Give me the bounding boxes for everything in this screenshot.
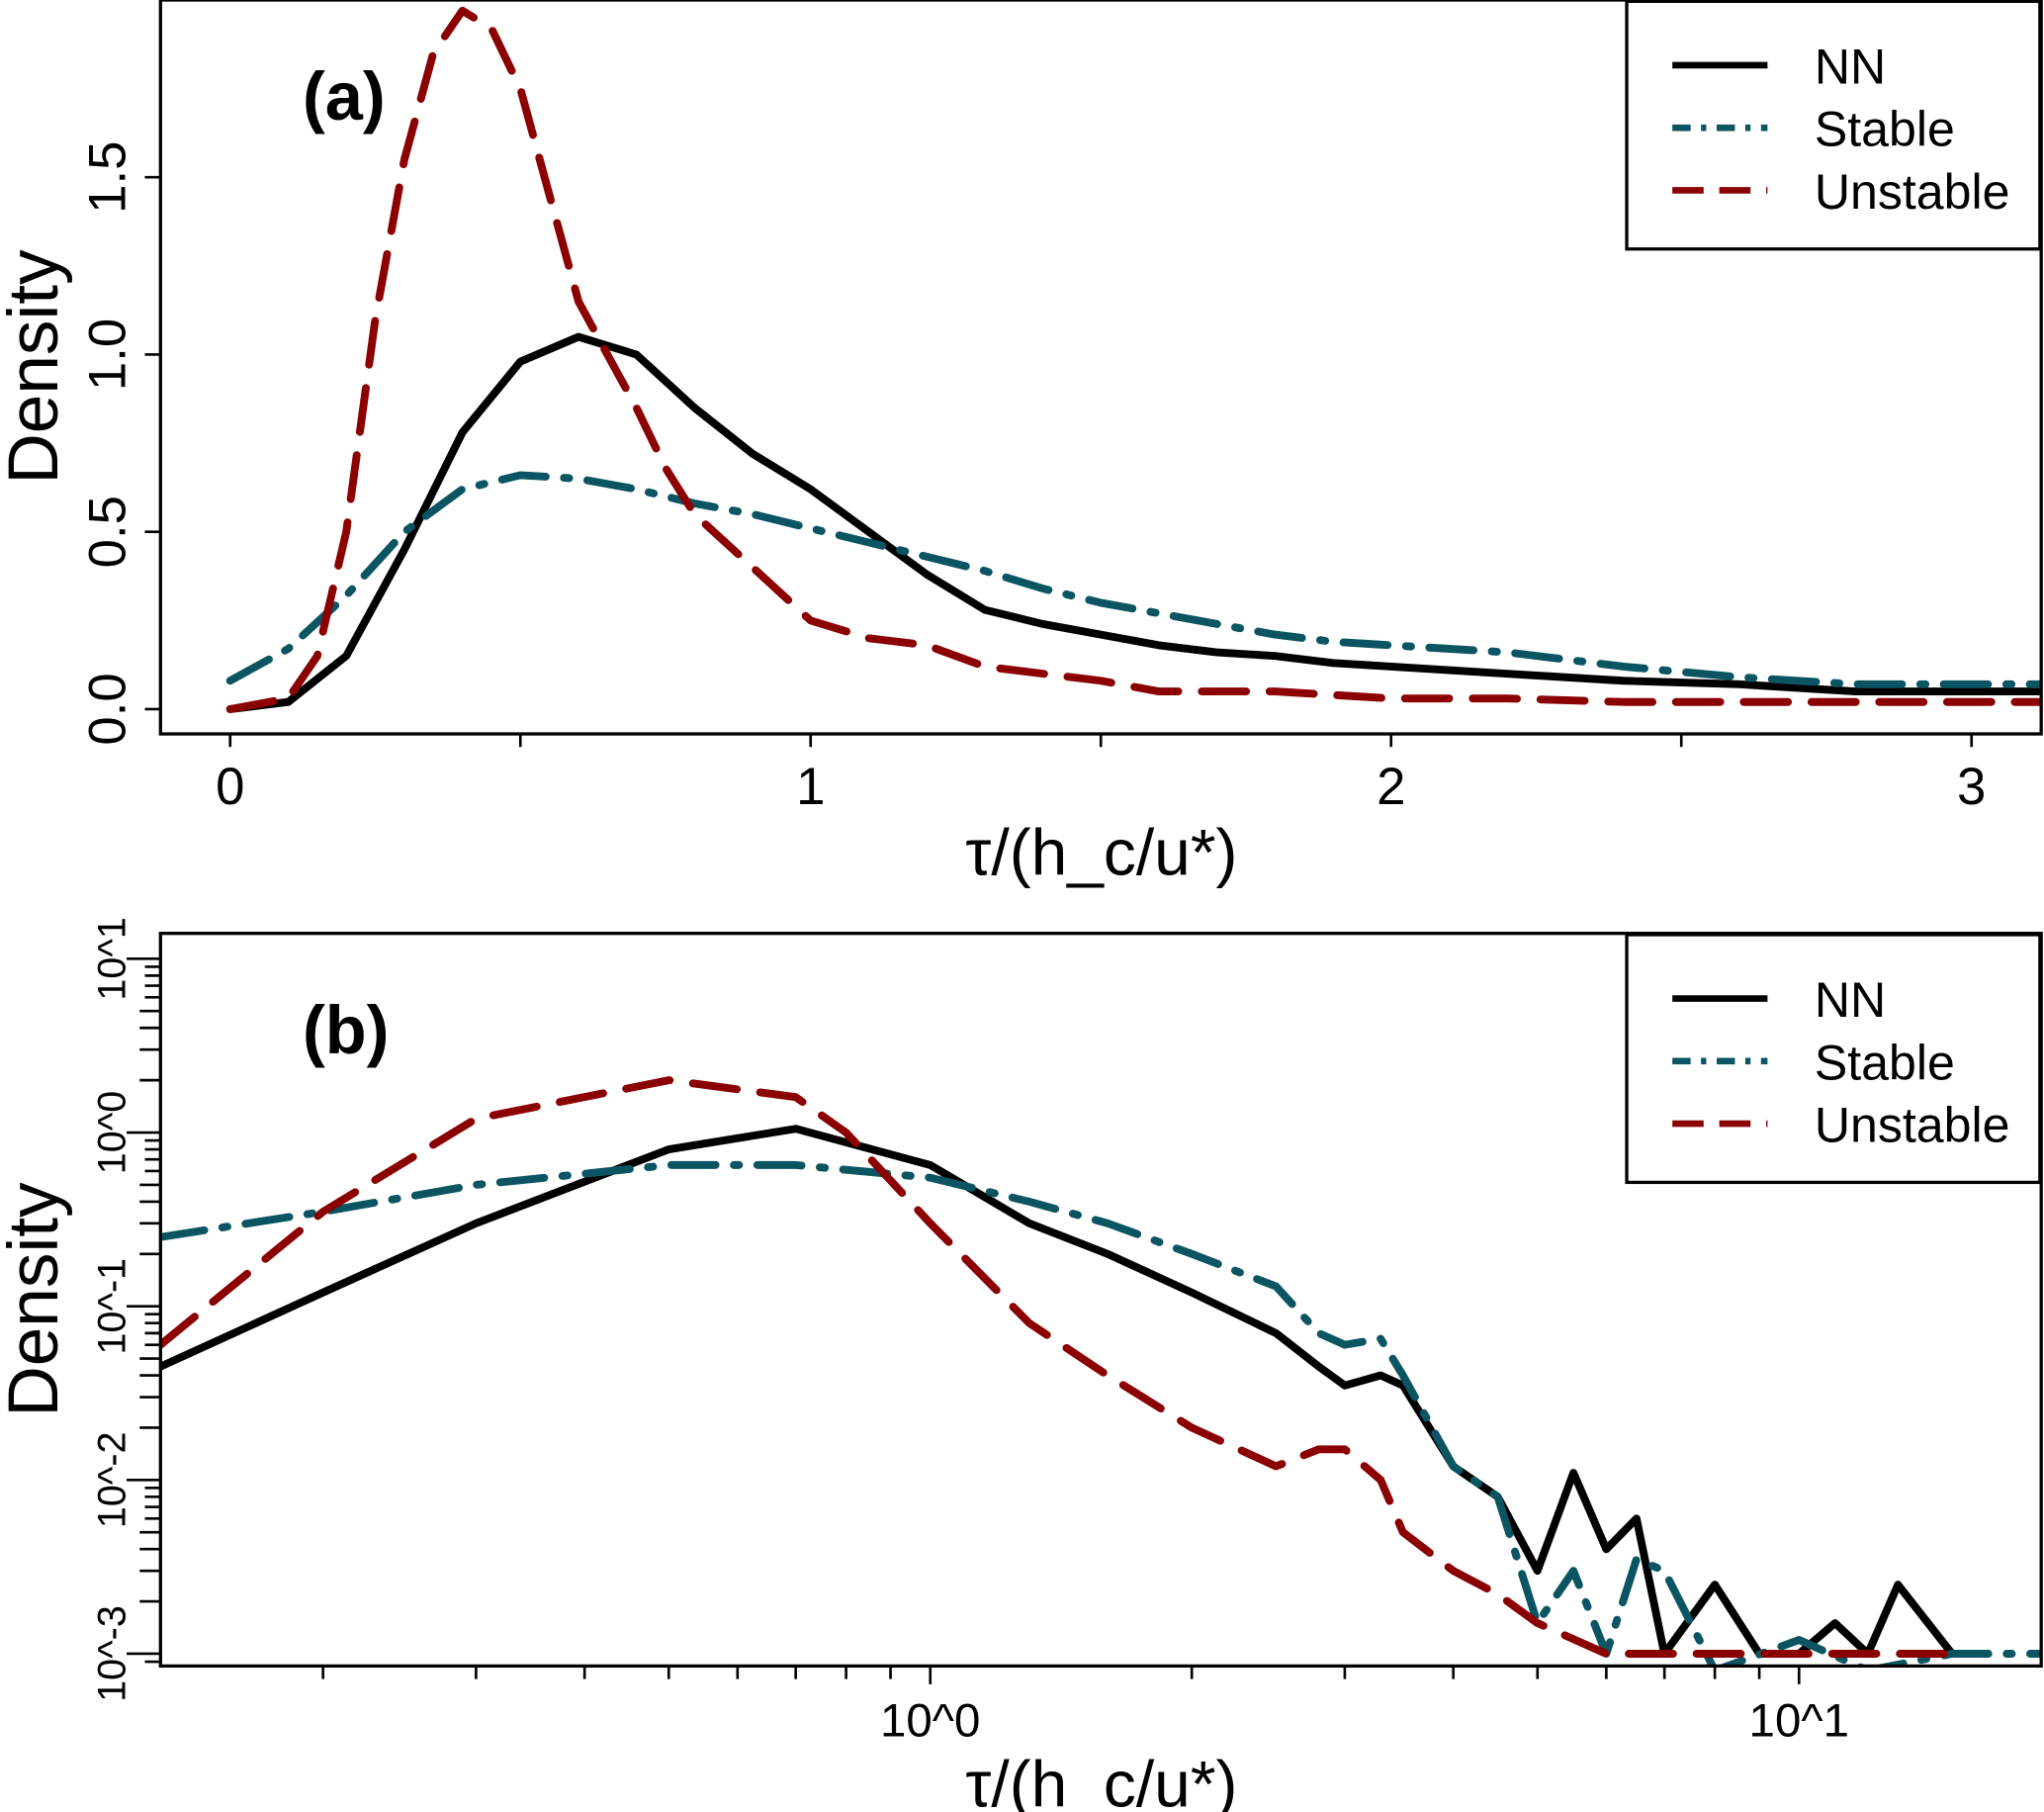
y-tick-label: 10^0 xyxy=(91,1091,134,1174)
legend-label-stable: Stable xyxy=(1815,102,1955,157)
y-tick-label: 10^-3 xyxy=(91,1605,134,1702)
y-axis-label: Density xyxy=(0,1182,73,1417)
y-tick-label: 1.5 xyxy=(79,141,137,214)
panel-label: (a) xyxy=(303,58,386,135)
x-tick-label: 0 xyxy=(216,758,244,816)
legend-label-unstable: Unstable xyxy=(1815,1098,2010,1153)
x-axis-label: τ/(h_c/u*) xyxy=(965,1748,1237,1812)
legend-box xyxy=(1625,0,2042,251)
y-tick-label: 10^-1 xyxy=(91,1258,134,1355)
legend: NN Stable Unstable xyxy=(1625,0,2042,251)
legend-label-unstable: Unstable xyxy=(1815,164,2010,220)
series-line-unstable xyxy=(160,1076,1956,1658)
series-line-unstable xyxy=(225,6,2042,713)
legend-label-stable: Stable xyxy=(1815,1035,1955,1090)
legend-label-nn: NN xyxy=(1815,39,1886,94)
x-tick-label: 2 xyxy=(1377,758,1405,816)
y-tick-label: 10^-2 xyxy=(91,1432,134,1529)
series-line-stable xyxy=(225,471,2042,688)
panel-label: (b) xyxy=(303,992,390,1068)
legend-box xyxy=(1625,933,2042,1185)
y-tick-label: 10^1 xyxy=(91,917,134,1000)
series-line-nn xyxy=(225,332,2042,713)
plot-frame xyxy=(158,932,2043,1669)
x-tick-label: 1 xyxy=(796,758,825,816)
y-axis-label: Density xyxy=(0,249,73,485)
y-tick-label: 0.5 xyxy=(79,496,137,568)
y-tick-label: 1.0 xyxy=(79,318,137,391)
legend-label-nn: NN xyxy=(1815,972,1886,1028)
legend: NN Stable Unstable xyxy=(1625,933,2042,1185)
y-tick-label: 0.0 xyxy=(79,673,137,745)
x-tick-label: 3 xyxy=(1957,758,1986,816)
x-axis-label: τ/(h_c/u*) xyxy=(965,815,1237,888)
x-tick-label: 10^1 xyxy=(1749,1695,1849,1748)
panel-b: 10^0 10^1 10^-3 10^-2 10^-1 10^0 10^1 Density τ/… xyxy=(0,917,2043,1812)
x-tick-label: 10^0 xyxy=(880,1695,980,1748)
